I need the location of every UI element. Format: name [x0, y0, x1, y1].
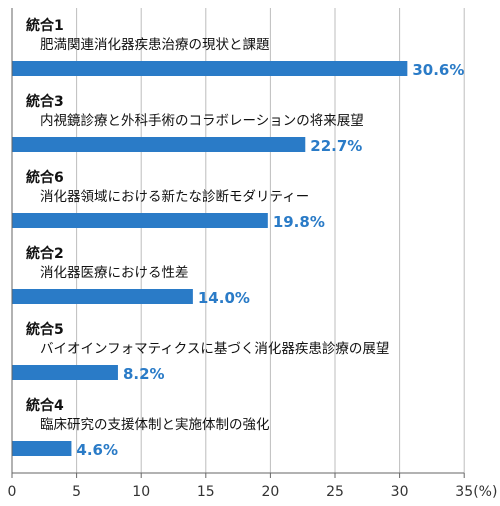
bar-統合1 — [12, 61, 408, 76]
value-label: 22.7% — [310, 137, 362, 155]
category-description-label: 消化器領域における新たな診断モダリティー — [40, 188, 309, 205]
bar-統合2 — [12, 289, 193, 304]
category-id-label: 統合3 — [26, 93, 64, 110]
axis-layer: 0 5 10 15 20 25 30 35 (%) — [8, 8, 497, 500]
category-id-label: 統合1 — [26, 17, 64, 34]
value-label: 4.6% — [76, 441, 118, 459]
category-id-label: 統合6 — [26, 169, 64, 186]
x-tick-label: 5 — [72, 484, 81, 500]
value-label: 30.6% — [412, 61, 464, 79]
value-label: 19.8% — [273, 213, 325, 231]
value-label: 8.2% — [123, 365, 165, 383]
bar-統合6 — [12, 213, 268, 228]
category-description-label: 内視鏡診療と外科手術のコラボレーションの将来展望 — [40, 112, 364, 129]
category-description-label: 臨床研究の支援体制と実施体制の強化 — [40, 417, 270, 433]
category-id-label: 統合5 — [26, 321, 64, 338]
x-tick-label: 35 — [455, 484, 473, 500]
x-tick-label: 30 — [391, 484, 409, 500]
x-tick-label: 15 — [197, 484, 215, 500]
category-description-label: バイオインフォマティクスに基づく消化器疾患診療の展望 — [40, 340, 389, 357]
category-id-label: 統合2 — [26, 245, 64, 262]
category-description-label: 消化器医療における性差 — [40, 264, 189, 281]
grid-layer — [76, 8, 465, 473]
bar-layer — [12, 61, 408, 456]
bar-統合4 — [12, 441, 72, 456]
x-tick-label: 0 — [8, 484, 17, 500]
x-tick-label: 10 — [132, 484, 150, 500]
label-layer: 統合1 肥満関連消化器疾患治療の現状と課題 30.6% 統合3 内視鏡診療と外科手術のコ… — [26, 17, 464, 459]
x-tick-label: 20 — [261, 484, 279, 500]
category-id-label: 統合4 — [26, 397, 64, 414]
bar-統合3 — [12, 137, 306, 152]
value-label: 14.0% — [198, 289, 250, 307]
x-axis-unit-label: (%) — [473, 484, 497, 500]
category-description-label: 肥満関連消化器疾患治療の現状と課題 — [40, 36, 270, 53]
x-tick-label: 25 — [326, 484, 344, 500]
bar-統合5 — [12, 365, 118, 380]
